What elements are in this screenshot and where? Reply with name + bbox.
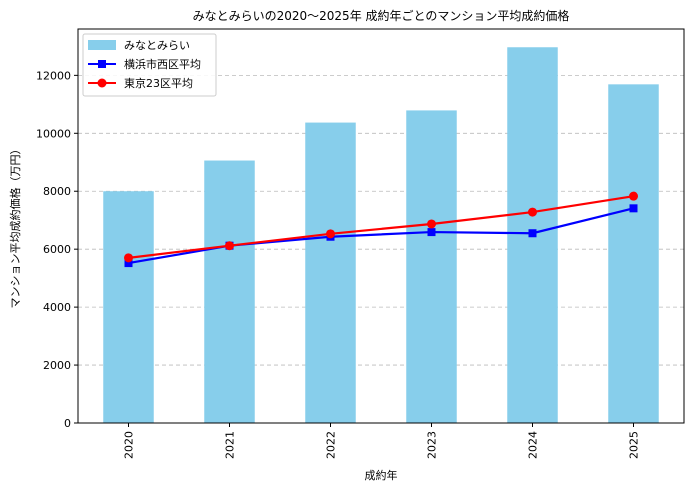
bar-2025 xyxy=(608,84,659,423)
chart-title: みなとみらいの2020〜2025年 成約年ごとのマンション平均成約価格 xyxy=(193,8,570,23)
point-marker xyxy=(629,191,638,201)
point-marker xyxy=(225,241,234,251)
bar-2020 xyxy=(103,191,154,423)
bar-2021 xyxy=(204,160,255,423)
legend-label-minatomirai: みなとみらい xyxy=(124,39,190,52)
x-tick-label: 2021 xyxy=(224,431,237,459)
y-tick-label: 6000 xyxy=(43,243,71,256)
y-tick-label: 2000 xyxy=(43,359,71,372)
legend-label-tokyo23: 東京23区平均 xyxy=(124,76,193,90)
x-tick-label: 2023 xyxy=(426,431,439,459)
legend: みなとみらい 横浜市西区平均 東京23区平均 xyxy=(82,33,217,97)
x-tick-label: 2024 xyxy=(527,431,540,459)
legend-circle-marker-icon xyxy=(97,78,107,88)
point-marker xyxy=(326,229,335,239)
y-tick-label: 0 xyxy=(64,417,71,430)
x-tick-label: 2022 xyxy=(325,431,338,459)
point-marker xyxy=(629,204,638,213)
legend-box xyxy=(82,33,217,97)
y-tick-label: 10000 xyxy=(36,127,71,140)
y-tick-label: 4000 xyxy=(43,301,71,314)
legend-square-marker-icon xyxy=(98,60,106,68)
point-marker xyxy=(124,253,133,263)
x-tick-label: 2020 xyxy=(123,431,136,459)
bar-2022 xyxy=(305,122,356,423)
y-tick-label: 12000 xyxy=(36,69,71,82)
y-tick-label: 8000 xyxy=(43,185,71,198)
point-marker xyxy=(427,219,436,229)
point-marker xyxy=(528,229,537,238)
point-marker xyxy=(427,228,436,237)
legend-label-nishiku: 横浜市西区平均 xyxy=(124,57,201,71)
x-tick-label: 2025 xyxy=(628,431,641,459)
bar-2023 xyxy=(406,110,457,424)
y-axis-label: マンション平均成約価格（万円） xyxy=(8,144,22,309)
legend-swatch-bar xyxy=(88,40,116,50)
point-marker xyxy=(528,207,537,217)
series-line xyxy=(128,195,634,259)
x-axis-label: 成約年 xyxy=(365,468,398,482)
point-marker xyxy=(124,259,133,268)
plot-frame xyxy=(77,28,685,424)
